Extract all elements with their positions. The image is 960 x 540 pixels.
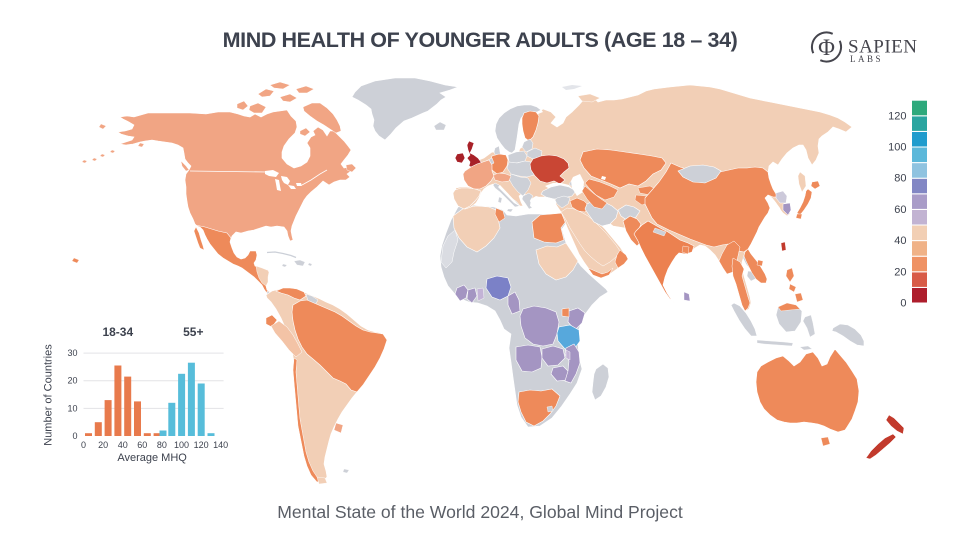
svg-text:55+: 55+ [183,325,203,339]
svg-text:20: 20 [67,376,77,386]
svg-text:0: 0 [81,440,86,450]
svg-text:80: 80 [894,173,906,185]
svg-text:Number of Countries: Number of Countries [43,344,55,446]
svg-text:0: 0 [900,298,906,310]
svg-text:40: 40 [894,235,906,247]
svg-text:80: 80 [157,440,167,450]
svg-text:0: 0 [72,431,77,441]
svg-text:40: 40 [118,440,128,450]
svg-text:SAPIEN: SAPIEN [848,37,918,58]
svg-text:120: 120 [194,440,209,450]
svg-text:10: 10 [67,403,77,413]
svg-text:30: 30 [67,348,77,358]
svg-text:18-34: 18-34 [102,325,133,339]
svg-text:60: 60 [137,440,147,450]
svg-text:100: 100 [888,142,906,154]
svg-text:100: 100 [174,440,189,450]
svg-text:60: 60 [894,204,906,216]
svg-text:Φ: Φ [818,35,835,60]
svg-text:LABS: LABS [850,54,883,64]
svg-text:140: 140 [213,440,228,450]
svg-text:20: 20 [894,266,906,278]
svg-text:Average MHQ: Average MHQ [117,452,187,464]
svg-text:20: 20 [98,440,108,450]
svg-text:120: 120 [888,110,906,122]
